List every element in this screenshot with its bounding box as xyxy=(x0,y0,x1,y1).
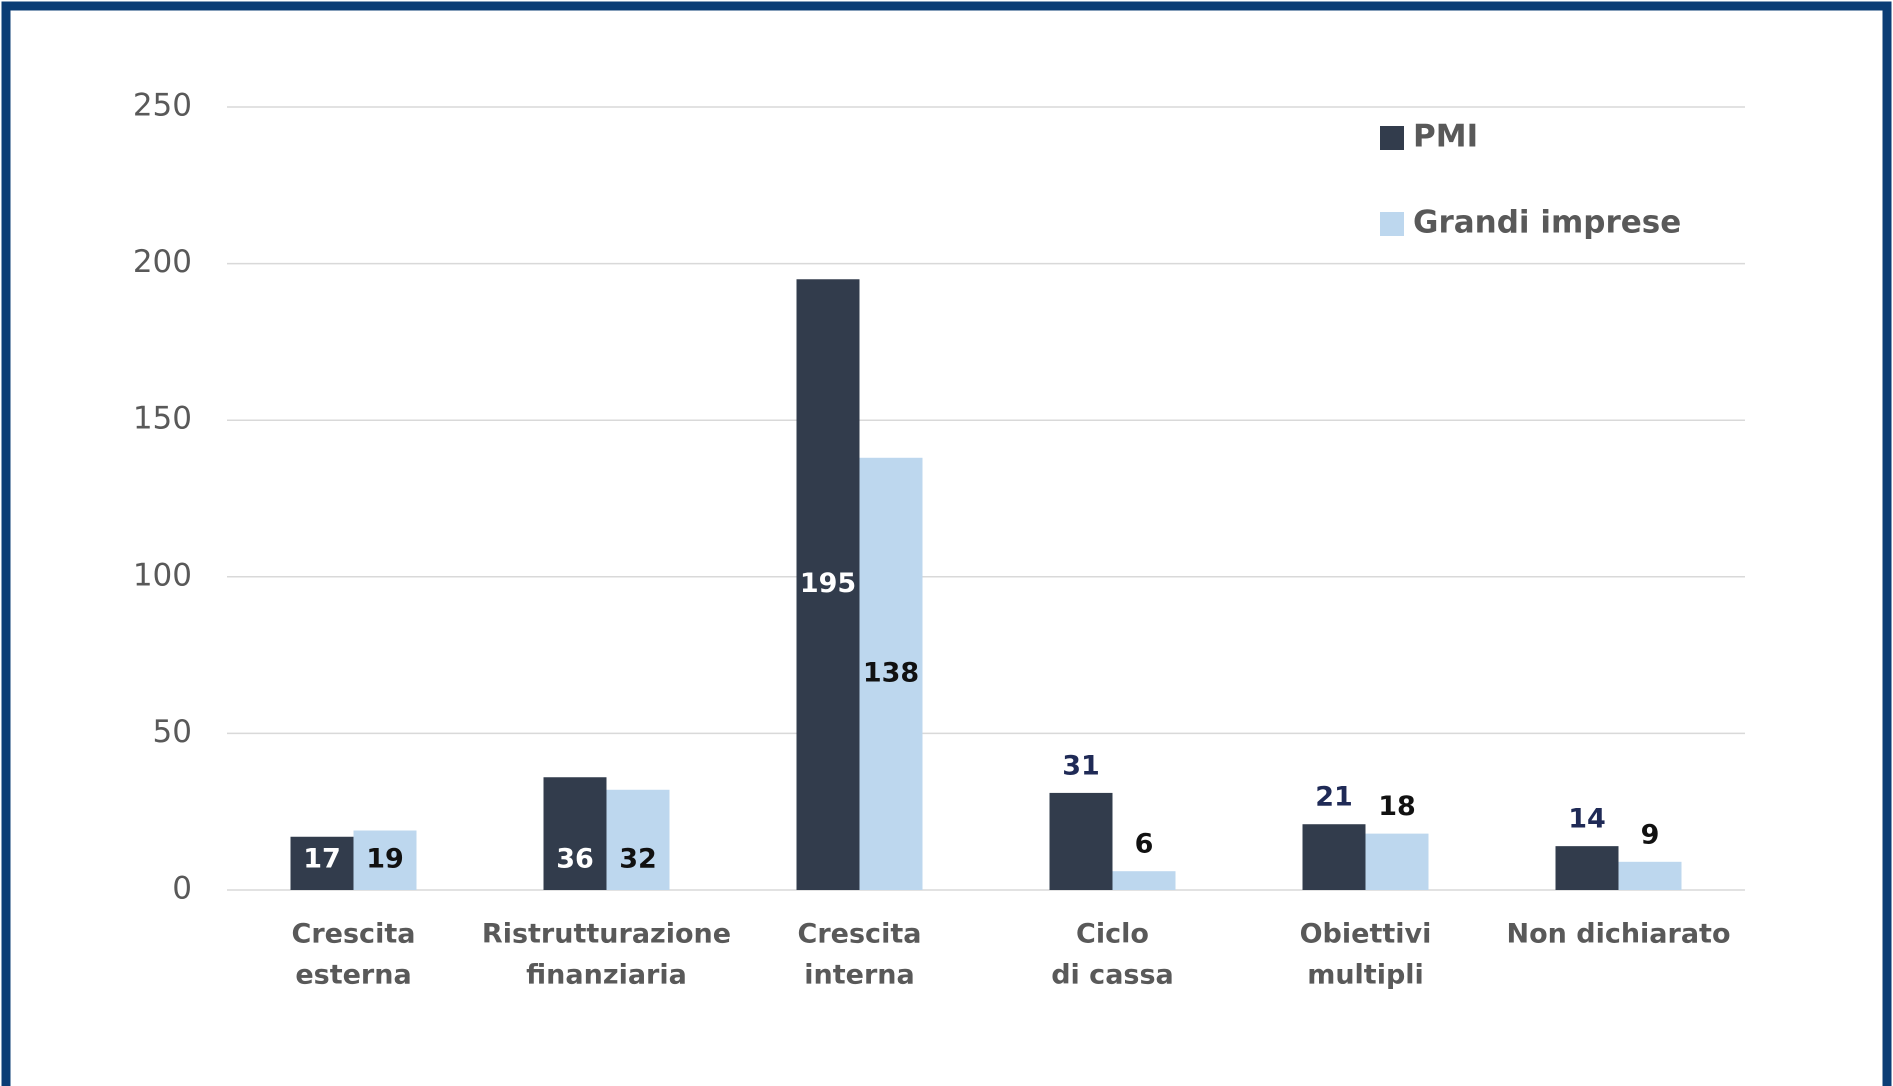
x-tick-label: Non dichiarato xyxy=(1506,919,1730,950)
x-tick-label: Ristrutturazione xyxy=(482,919,731,950)
value-label: 17 xyxy=(303,844,341,875)
value-label: 14 xyxy=(1568,804,1606,835)
x-tick-label: Crescita xyxy=(798,919,922,950)
y-tick-label: 50 xyxy=(153,714,192,750)
bar xyxy=(1618,861,1682,890)
bar xyxy=(353,830,417,890)
bar xyxy=(1049,792,1113,890)
bar xyxy=(1302,824,1366,890)
value-label: 31 xyxy=(1062,750,1100,781)
y-tick-label: 250 xyxy=(133,88,192,124)
y-tick-label: 150 xyxy=(133,401,192,437)
legend-swatch xyxy=(1380,212,1404,236)
value-label: 9 xyxy=(1641,819,1660,850)
bar xyxy=(1112,871,1176,890)
value-label: 21 xyxy=(1315,782,1353,813)
x-tick-label: multipli xyxy=(1307,960,1424,991)
y-tick-label: 200 xyxy=(133,244,192,280)
x-tick-label: Ciclo xyxy=(1076,919,1149,950)
x-tick-label: interna xyxy=(804,960,914,991)
x-tick-label: Obiettivi xyxy=(1300,919,1432,950)
legend-label: Grandi imprese xyxy=(1413,205,1681,241)
bar xyxy=(796,279,860,890)
x-tick-label: finanziaria xyxy=(526,960,687,991)
value-label: 19 xyxy=(366,844,404,875)
bar xyxy=(606,789,670,890)
bar xyxy=(543,777,607,890)
value-label: 18 xyxy=(1378,791,1416,822)
value-label: 138 xyxy=(863,657,919,688)
x-tick-label: Crescita xyxy=(292,919,416,950)
y-tick-label: 100 xyxy=(133,557,192,593)
bar xyxy=(859,457,923,890)
value-label: 32 xyxy=(619,844,657,875)
value-label: 6 xyxy=(1135,829,1154,860)
bar xyxy=(1365,833,1429,890)
value-label: 195 xyxy=(800,568,856,599)
legend-swatch xyxy=(1380,126,1404,150)
x-tick-label: esterna xyxy=(295,960,411,991)
bar xyxy=(290,836,354,890)
legend-label: PMI xyxy=(1413,119,1478,155)
bar xyxy=(1555,846,1619,890)
x-tick-label: di cassa xyxy=(1051,960,1174,991)
y-tick-label: 0 xyxy=(172,871,192,907)
value-label: 36 xyxy=(556,844,594,875)
